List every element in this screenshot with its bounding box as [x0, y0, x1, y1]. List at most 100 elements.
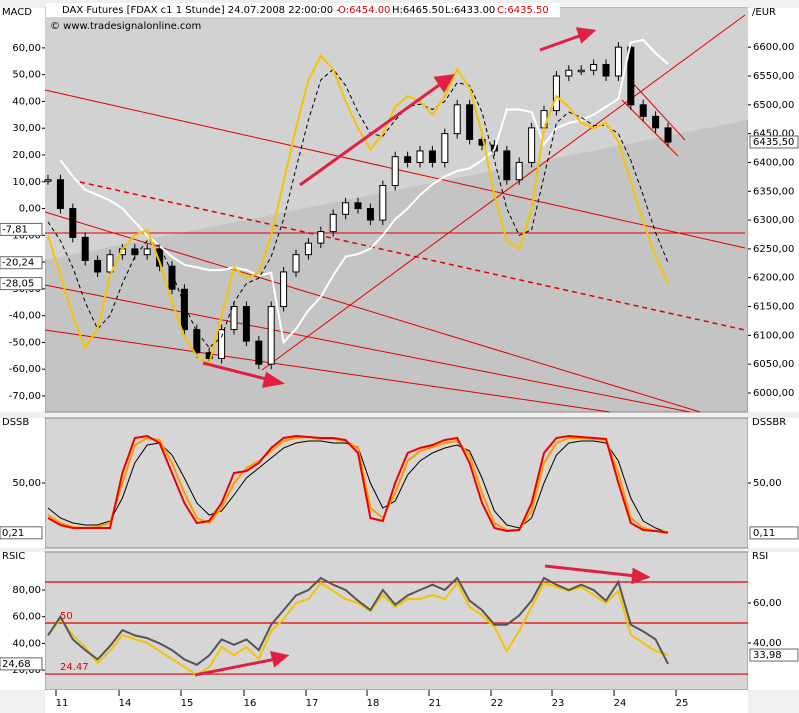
- plot-area: [44, 551, 749, 691]
- arrow: [194, 657, 277, 677]
- right-axis: [748, 418, 799, 548]
- high: H:6465.50: [392, 5, 444, 16]
- x-tick-label: 25: [676, 698, 689, 709]
- arrow: [539, 33, 583, 52]
- x-tick-label: 23: [552, 698, 565, 709]
- x-axis: [45, 690, 748, 713]
- candle: [552, 75, 560, 112]
- candle: [218, 329, 226, 359]
- candle: [515, 161, 523, 181]
- candle: [143, 248, 151, 256]
- series-line: [59, 38, 669, 345]
- panel-label: DSSBR: [752, 417, 786, 428]
- x-tick-label: 18: [367, 698, 380, 709]
- candle: [664, 127, 672, 143]
- y-tick-label: 30,00: [12, 123, 41, 134]
- close: C:6435.50: [497, 5, 549, 16]
- y2-tick-label: 60,00: [753, 598, 782, 609]
- trend-line: [621, 99, 679, 157]
- x-tick-label: 14: [119, 698, 132, 709]
- value-marker-box: [749, 648, 799, 662]
- header-box: [46, 3, 560, 17]
- series-line: [47, 576, 669, 666]
- y2-tick-label: 6400,00: [753, 157, 794, 168]
- candle: [94, 259, 102, 273]
- candle: [528, 127, 536, 163]
- y-tick-label: 50,00: [12, 70, 41, 81]
- y-tick-label: 40,00: [12, 96, 41, 107]
- y2-tick-label: 6150,00: [753, 302, 794, 313]
- value-marker-label: 6435,50: [753, 137, 794, 148]
- trend-line: [79, 181, 746, 331]
- x-tick-label: 11: [56, 698, 69, 709]
- y2-tick-label: 40,00: [753, 638, 782, 649]
- arrow-head: [631, 567, 651, 585]
- candle: [280, 271, 288, 308]
- candle: [56, 179, 64, 210]
- y-tick-label: -60,00: [9, 364, 41, 375]
- series-line: [47, 54, 669, 366]
- y-tick-label: 10,00: [12, 177, 41, 188]
- y-tick-label: 20,00: [12, 665, 41, 676]
- candle: [242, 306, 250, 342]
- y-tick-label: 20,00: [12, 150, 41, 161]
- candle: [404, 156, 412, 163]
- copyright: © www.tradesignalonline.com: [50, 21, 201, 32]
- value-marker-label: 0,11: [753, 528, 775, 539]
- candle: [230, 306, 238, 331]
- x-tick-label: 16: [244, 698, 257, 709]
- y2-tick-label: 6350,00: [753, 186, 794, 197]
- candle: [329, 213, 337, 233]
- trend-line: [44, 329, 611, 413]
- value-marker-box: [0, 222, 43, 236]
- candle: [44, 179, 52, 182]
- right-axis: [748, 8, 799, 412]
- arrow-head: [575, 27, 597, 44]
- candle: [81, 236, 89, 261]
- panel-label: RSIC: [2, 551, 25, 562]
- value-marker-label: 0,21: [2, 528, 24, 539]
- value-marker-label: 33,98: [753, 650, 782, 661]
- value-marker-label: 24,68: [2, 659, 31, 670]
- plot-area: [44, 417, 749, 549]
- y2-tick-label: 6050,00: [753, 359, 794, 370]
- low: L:6433.00: [445, 5, 495, 16]
- candle: [453, 104, 461, 135]
- candle: [317, 231, 325, 244]
- value-marker-box: [0, 277, 43, 291]
- candle: [577, 69, 585, 73]
- value-marker-box: [749, 135, 799, 149]
- trend-line: [44, 284, 691, 413]
- candle: [255, 340, 263, 365]
- candle: [428, 150, 436, 163]
- arrow: [202, 361, 271, 382]
- candle: [590, 63, 598, 71]
- candle: [602, 63, 610, 77]
- candle: [565, 69, 573, 77]
- panel-label: MACD: [2, 7, 32, 18]
- candle: [69, 208, 77, 238]
- y-tick-label: -50,00: [9, 337, 41, 348]
- candle: [416, 150, 424, 163]
- open: O:6454.00: [338, 5, 390, 16]
- y-tick-label: -40,00: [9, 311, 41, 322]
- x-tick-label: 17: [306, 698, 319, 709]
- candle: [193, 329, 201, 354]
- panel-label: /EUR: [752, 7, 776, 18]
- instrument: DAX Futures [FDAX c1 1 Stunde] 24.07.200…: [62, 5, 340, 16]
- level-label: 50: [60, 611, 73, 622]
- y2-tick-label: 6250,00: [753, 244, 794, 255]
- arrow: [544, 564, 637, 578]
- value-marker-label: -20,24: [2, 258, 34, 269]
- y-tick-label: 60,00: [12, 43, 41, 54]
- value-marker-box: [749, 526, 799, 540]
- candle: [366, 208, 374, 221]
- value-marker-label: -7,81: [2, 224, 28, 235]
- candle: [180, 288, 188, 331]
- candle: [267, 306, 275, 365]
- y2-tick-label: 6500,00: [753, 100, 794, 111]
- candle: [354, 202, 362, 210]
- candle: [627, 46, 635, 106]
- arrow: [299, 81, 443, 187]
